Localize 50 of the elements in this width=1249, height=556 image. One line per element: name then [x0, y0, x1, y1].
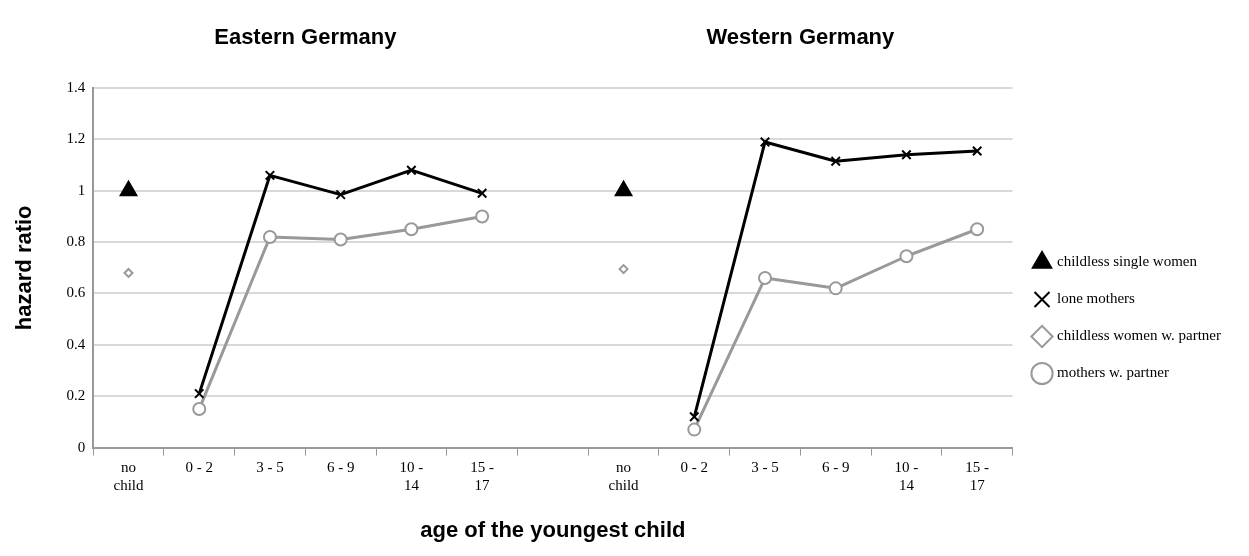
x-tick-label: no child — [608, 458, 640, 493]
legend-label: mothers w. partner — [1057, 364, 1169, 381]
point — [828, 281, 843, 296]
x-tick-label: 10 - 14 — [399, 458, 424, 493]
y-tick-label: 1.4 — [66, 78, 86, 95]
x-tick-label: 6 - 9 — [821, 458, 850, 475]
x-tick-label: 10 - 14 — [894, 458, 919, 493]
x-tick-label: 3 - 5 — [751, 458, 779, 475]
point — [333, 232, 348, 247]
legend-label: lone mothers — [1057, 290, 1136, 307]
point — [687, 422, 702, 437]
x-tick-label: 15 - 17 — [470, 458, 494, 493]
point — [759, 136, 771, 148]
point — [475, 209, 490, 224]
y-tick-label: 0.2 — [66, 387, 86, 404]
point — [123, 267, 134, 278]
point — [689, 411, 700, 423]
x-tick-label: 0 - 2 — [680, 458, 709, 475]
text: Eastern Germany — [214, 24, 398, 50]
point — [830, 155, 841, 167]
x-tick-label: 6 - 9 — [326, 458, 355, 475]
point — [264, 170, 276, 181]
point — [406, 164, 417, 176]
y-tick-label: 0.8 — [66, 233, 86, 250]
text: Western Germany — [706, 24, 896, 50]
x-axis-title: age of the youngest child — [420, 516, 686, 542]
y-tick-label: 0 — [77, 438, 86, 455]
point — [404, 222, 419, 237]
legend-label: childless single women — [1057, 253, 1198, 270]
y-tick-label: 0.6 — [66, 284, 86, 301]
point — [970, 222, 985, 237]
point — [758, 271, 772, 286]
point — [193, 388, 205, 399]
point — [899, 249, 914, 264]
point — [335, 189, 346, 200]
x-tick-label: 15 - 17 — [965, 458, 990, 493]
point — [971, 145, 983, 157]
point — [262, 229, 277, 244]
y-tick-label: 0.4 — [66, 335, 86, 352]
x-tick-label: no child — [113, 458, 144, 493]
point — [901, 149, 912, 161]
y-tick-label: 1 — [77, 181, 86, 198]
y-tick-label: 1.2 — [66, 130, 86, 147]
legend-label: childless women w. partner — [1057, 327, 1221, 344]
y-axis-title: hazard ratio — [11, 205, 37, 331]
x-tick-label: 0 - 2 — [185, 458, 213, 475]
point — [192, 402, 207, 417]
x-tick-label: 3 - 5 — [256, 458, 284, 475]
point — [618, 264, 629, 275]
point — [476, 188, 488, 199]
